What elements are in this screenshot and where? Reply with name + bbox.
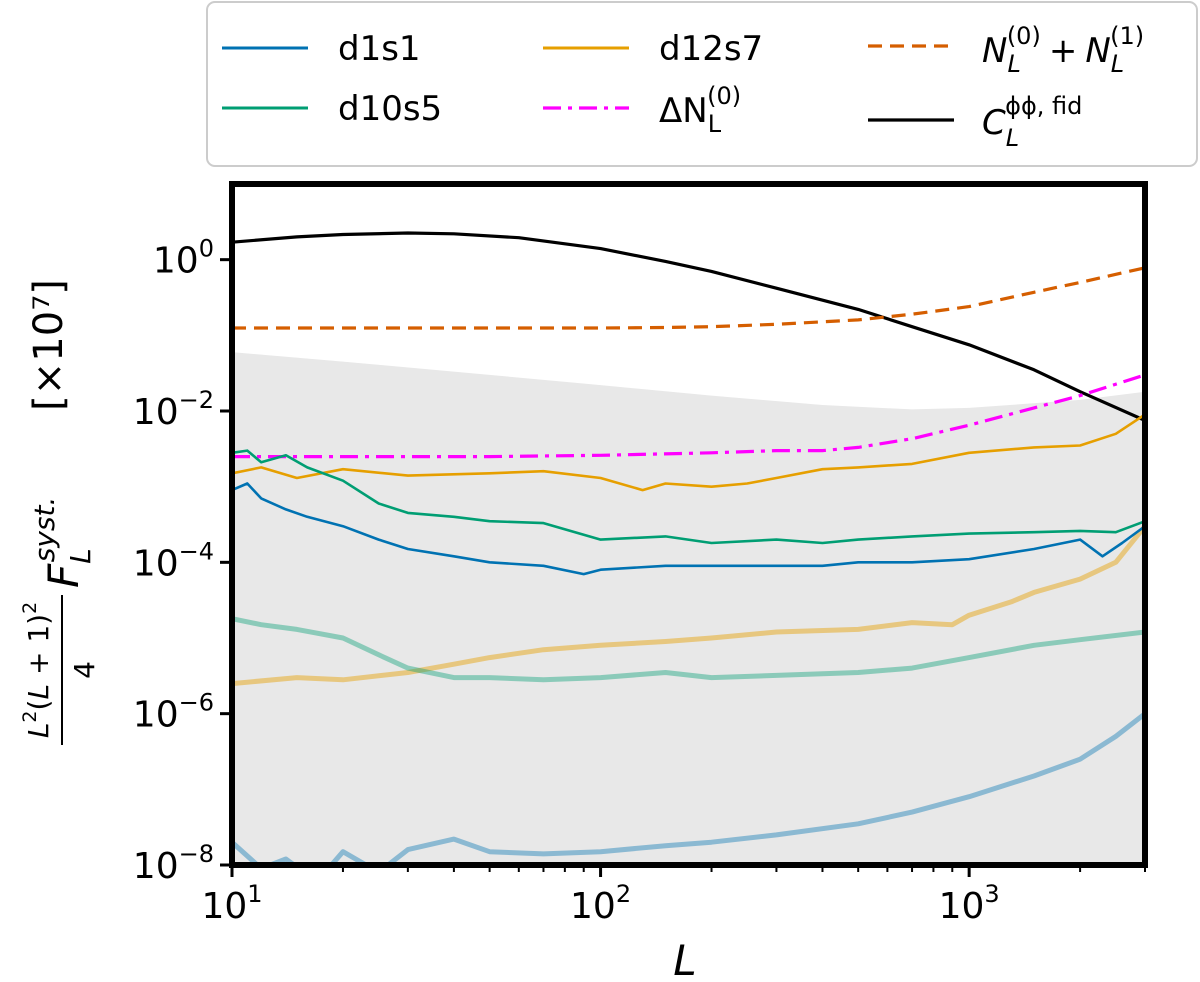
legend: d1s1 d10s5 d12s7 ΔNL(0) NL(0) + NL(1) CLϕϕ… [206,1,1198,167]
series-line-n-l-0 [232,373,1145,459]
legend-label-d1s1: d1s1 [338,29,421,69]
y-tick-label: 10−2 [133,386,214,433]
series-line-d1s1-faint [232,711,1145,865]
y-tick-label: 10−6 [133,689,214,736]
legend-label-delta-n0: ΔNL(0) [659,82,741,138]
shaded-band [232,352,1145,865]
y-tick-label: 100 [153,235,214,282]
series-line-d1s1 [232,482,1145,576]
x-tick-label: 102 [570,880,631,927]
legend-label-d10s5: d10s5 [338,89,442,129]
series-group [232,231,1145,865]
x-tick-label: 103 [939,880,1000,927]
legend-box [206,1,1198,167]
series-line-d10s5 [232,449,1145,545]
legend-label-clphiphi: CLϕϕ, fid [982,92,1082,152]
y-axis-multiplier: [×10⁷] [26,279,72,411]
y-axis: 10−8 10−6 10−4 10−2 100 [133,235,232,887]
y-tick-label: 10−8 [133,840,214,887]
x-axis: 101 102 103 [201,865,1146,927]
legend-label-noise: NL(0) + NL(1) [982,22,1144,78]
series-line-d12s7 [232,413,1145,492]
series-line-c-l-fid [232,231,1145,422]
plot-area [232,231,1145,865]
y-axis-label-denominator: 4 [68,661,101,679]
series-line-d10s5-faint [232,616,1145,683]
x-axis-label: L [673,936,696,982]
series-line-d12s7-faint [232,524,1145,687]
y-axis-label-f: FLsyst. [28,497,97,588]
y-axis-label: L2(L + 1)2 4 FLsyst. [19,497,101,745]
y-tick-label: 10−4 [133,537,214,584]
axes-frame [229,181,1148,868]
series-line-n-l-0-n-l-1 [232,266,1145,330]
y-axis-label-numerator: L2(L + 1)2 [19,602,55,738]
legend-label-d12s7: d12s7 [659,29,763,69]
x-tick-label: 101 [201,880,262,927]
